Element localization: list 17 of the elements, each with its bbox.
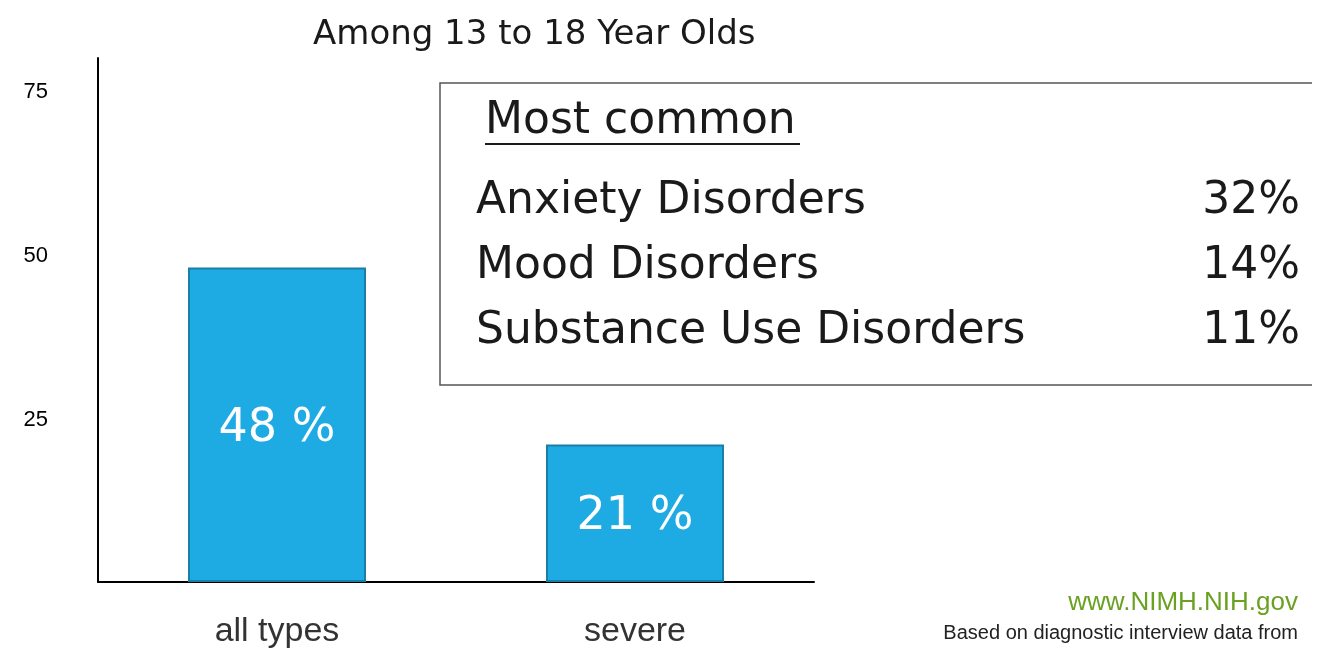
data-label: 48 % <box>218 397 336 452</box>
annotation: Mood Disorders <box>476 236 819 288</box>
annotation: Most common <box>485 91 796 143</box>
chart-title: Among 13 to 18 Year Olds <box>313 12 756 52</box>
y-tick-label: 75 <box>23 78 48 104</box>
annotation: Anxiety Disorders <box>476 171 866 223</box>
text: 11% <box>1202 301 1300 353</box>
text: 32% <box>1202 171 1300 223</box>
annotation: Substance Use Disorders <box>476 301 1026 353</box>
x-tick-label: severe <box>583 610 687 648</box>
text: www.NIMH.NIH.gov <box>1067 586 1298 616</box>
y-tick-label: 50 <box>23 242 48 267</box>
data-label: 21 % <box>576 486 694 541</box>
x-tick-label: all types <box>214 610 340 648</box>
text: Based on diagnostic interview data from <box>943 621 1298 643</box>
text: 14% <box>1202 236 1300 288</box>
y-tick-label: 25 <box>23 405 48 431</box>
